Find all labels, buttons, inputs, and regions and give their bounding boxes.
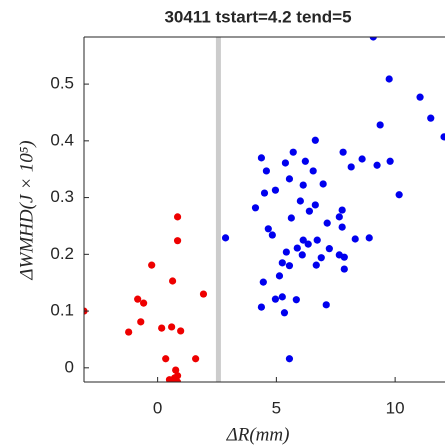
point	[278, 293, 286, 301]
point	[304, 240, 312, 248]
point	[322, 301, 330, 309]
x-axis-label: ΔR(mm)	[226, 424, 290, 445]
point	[158, 324, 166, 332]
point	[299, 181, 307, 189]
point	[376, 121, 384, 129]
point	[140, 299, 148, 307]
point	[416, 93, 424, 101]
point	[292, 296, 300, 304]
point	[173, 237, 182, 245]
chart-title: 30411 tstart=4.2 tend=5	[164, 7, 351, 26]
x-tick-label: 5	[272, 398, 281, 417]
point	[280, 309, 289, 317]
point	[289, 148, 297, 156]
y-tick-label: 0.3	[50, 187, 74, 206]
point	[351, 235, 359, 243]
point	[386, 157, 394, 165]
point	[311, 201, 319, 209]
point	[282, 248, 290, 256]
point	[395, 191, 403, 199]
point	[281, 159, 289, 167]
point	[365, 234, 373, 242]
point	[311, 136, 319, 144]
point	[317, 254, 325, 262]
point	[358, 155, 366, 163]
x-tick-label: 10	[386, 398, 405, 417]
point	[323, 219, 331, 227]
y-tick-label: 0	[65, 357, 74, 376]
point	[285, 175, 294, 183]
point	[168, 323, 176, 331]
point	[293, 244, 301, 252]
point	[268, 231, 276, 239]
point	[262, 167, 270, 175]
point	[170, 374, 179, 382]
point	[172, 366, 180, 374]
point	[251, 204, 260, 212]
point	[285, 355, 294, 363]
point	[137, 318, 145, 326]
point	[319, 180, 327, 188]
point	[339, 148, 347, 156]
y-tick-label: 0.5	[50, 74, 74, 93]
point	[148, 261, 156, 269]
point	[287, 214, 295, 222]
point	[285, 262, 294, 270]
point	[168, 277, 177, 285]
point	[299, 236, 307, 244]
point	[278, 259, 286, 267]
point	[173, 213, 182, 221]
plot-area	[84, 37, 445, 382]
point	[427, 114, 435, 122]
point	[347, 163, 355, 171]
point	[134, 295, 142, 303]
y-tick-label: 0.2	[50, 244, 74, 263]
point	[338, 223, 346, 231]
y-axis-label: ΔWMHD(J × 10⁵)	[16, 140, 37, 280]
point	[335, 213, 343, 221]
point	[369, 37, 377, 41]
point	[264, 225, 272, 233]
point	[199, 290, 208, 298]
point	[259, 278, 267, 286]
point	[309, 167, 317, 175]
point	[125, 328, 133, 336]
point	[338, 206, 346, 214]
point	[177, 327, 185, 335]
y-tick-label: 0.4	[50, 130, 74, 149]
point	[313, 236, 321, 244]
point	[162, 355, 170, 363]
point	[296, 197, 304, 205]
y-tick-label: 0.1	[50, 301, 74, 320]
point	[301, 157, 309, 165]
point	[257, 303, 266, 311]
point	[192, 355, 200, 363]
point	[312, 261, 320, 269]
point	[257, 154, 266, 162]
point	[221, 234, 230, 242]
point	[305, 207, 313, 215]
point	[385, 75, 393, 83]
point	[340, 265, 348, 273]
point	[340, 253, 348, 261]
x-tick-label: 0	[153, 398, 162, 417]
point	[271, 295, 280, 303]
point	[440, 133, 445, 141]
point	[271, 186, 280, 194]
point	[260, 189, 269, 197]
point	[325, 245, 333, 253]
point	[298, 251, 306, 259]
point	[373, 161, 381, 169]
point	[275, 272, 284, 280]
